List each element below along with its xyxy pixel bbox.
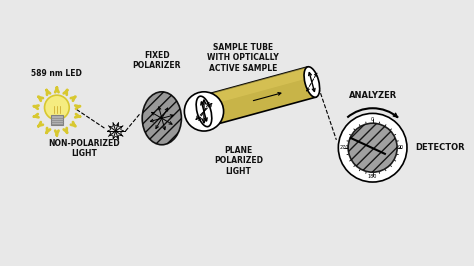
FancyBboxPatch shape xyxy=(51,115,63,125)
Text: SAMPLE TUBE
WITH OPTICALLY
ACTIVE SAMPLE: SAMPLE TUBE WITH OPTICALLY ACTIVE SAMPLE xyxy=(207,43,279,73)
Text: NON-POLARIZED
LIGHT: NON-POLARIZED LIGHT xyxy=(48,139,120,158)
Text: PLANE
POLARIZED
LIGHT: PLANE POLARIZED LIGHT xyxy=(214,146,263,176)
Text: 180: 180 xyxy=(368,174,377,179)
Text: ANALYZER: ANALYZER xyxy=(348,91,397,100)
Ellipse shape xyxy=(304,67,319,97)
Polygon shape xyxy=(200,67,310,107)
Text: 589 nm LED: 589 nm LED xyxy=(31,69,82,78)
Circle shape xyxy=(348,123,397,172)
Circle shape xyxy=(338,113,407,182)
Circle shape xyxy=(184,92,224,131)
Text: 0: 0 xyxy=(371,117,374,122)
Text: FIXED
POLARIZER: FIXED POLARIZER xyxy=(133,51,181,70)
Circle shape xyxy=(45,95,69,120)
Ellipse shape xyxy=(196,96,212,127)
Text: DETECTOR: DETECTOR xyxy=(415,143,465,152)
Ellipse shape xyxy=(142,92,182,145)
Polygon shape xyxy=(200,67,316,127)
Text: 270: 270 xyxy=(339,145,349,150)
Text: 90: 90 xyxy=(398,145,404,150)
